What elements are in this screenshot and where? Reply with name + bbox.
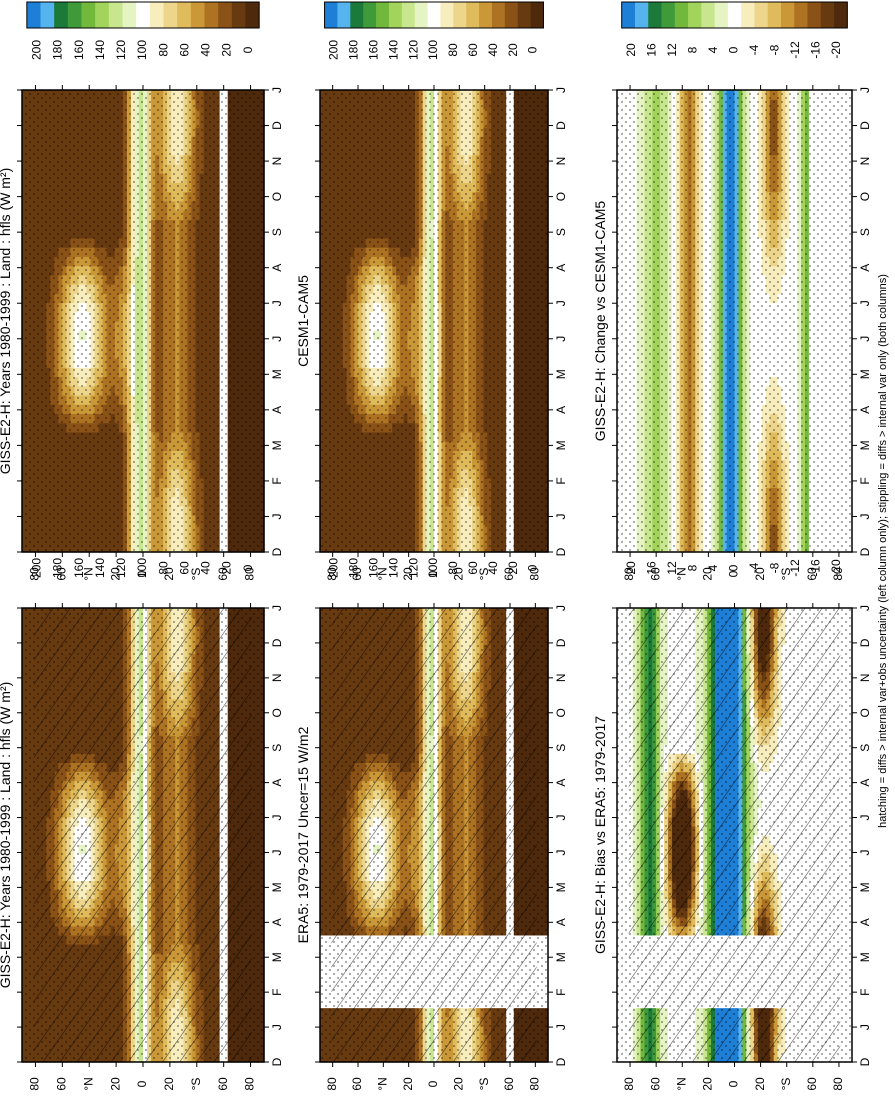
lat-label: 80 xyxy=(28,1077,42,1091)
panel-title: GISS-E2-H: Years 1980-1999 : Land : hfls… xyxy=(0,682,13,989)
lat-label: °N xyxy=(81,1077,95,1090)
month-label: A xyxy=(270,779,284,787)
month-label: J xyxy=(270,1024,284,1030)
month-label: A xyxy=(270,918,284,926)
month-label: S xyxy=(270,744,284,752)
lat-label: 80 xyxy=(243,1077,257,1091)
month-label: O xyxy=(270,708,284,717)
lat-label: 0 xyxy=(135,1080,149,1087)
month-label: M xyxy=(270,882,284,892)
month-label: J xyxy=(270,605,284,611)
lat-label: 20 xyxy=(108,1077,122,1091)
lat-label: °S xyxy=(189,1078,203,1091)
panel-0: D J F M A M J J A S O N D J 80 60 °N 20 0 20 °S 60 80 GISS-E2-H… xyxy=(0,519,284,1091)
lat-label: 60 xyxy=(55,1077,69,1091)
month-label: F xyxy=(270,988,284,995)
month-label: N xyxy=(270,674,284,683)
panels: D J F M A M J J A S O N D J 80 60 °N 20 0 20 °S 60 80 GISS-E2-H… xyxy=(0,1,872,1091)
hatching xyxy=(34,608,252,1062)
month-label: J xyxy=(270,815,284,821)
lat-label: 60 xyxy=(216,1077,230,1091)
month-label: D xyxy=(270,1057,284,1066)
lat-label: 20 xyxy=(162,1077,176,1091)
month-label: D xyxy=(270,638,284,647)
month-label: J xyxy=(270,849,284,855)
month-label: M xyxy=(270,952,284,962)
